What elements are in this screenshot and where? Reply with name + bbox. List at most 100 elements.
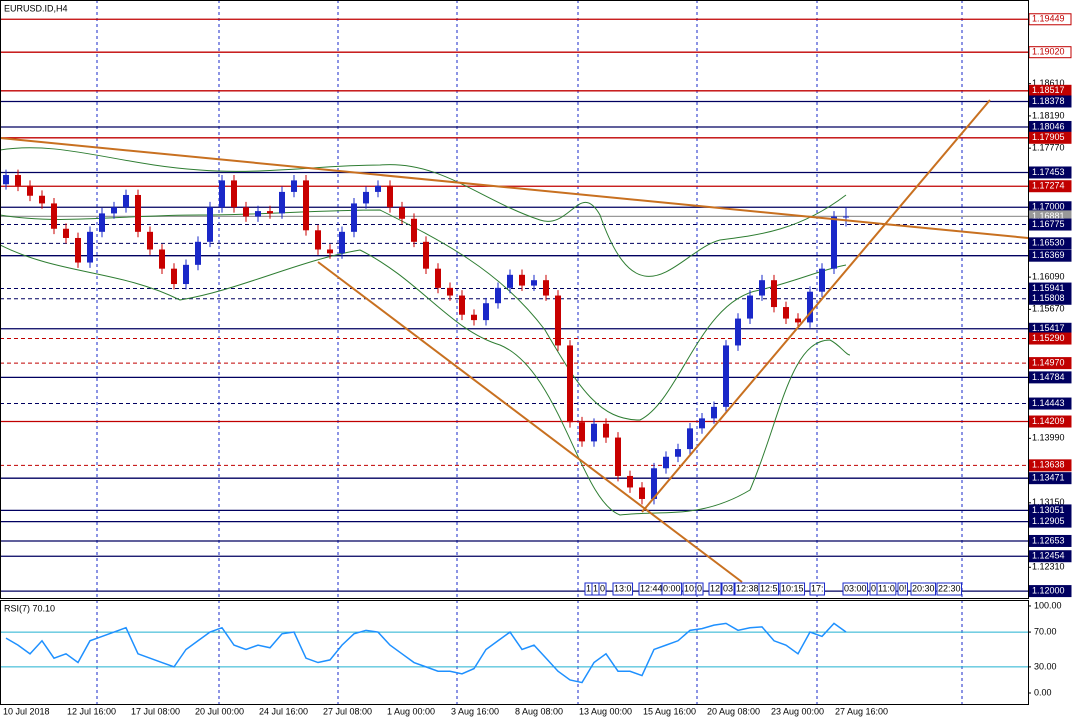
y-tick-label: 100.00	[1034, 600, 1062, 610]
candle-body	[399, 207, 405, 219]
candle-body	[567, 345, 573, 423]
candle-body	[675, 449, 681, 457]
y-tick-label: 1.15670	[1032, 304, 1065, 314]
y-tick-label: 1.17770	[1032, 143, 1065, 153]
level-label: 1.17453	[1032, 167, 1065, 177]
y-tick-label: 1.18190	[1032, 110, 1065, 120]
x-tick-label: 10 Jul 2018	[3, 706, 50, 716]
lower-band	[0, 244, 851, 516]
x-tick-label: 24 Jul 16:00	[259, 706, 308, 716]
candle-body	[447, 287, 453, 296]
price-panel-frame	[0, 0, 1029, 599]
candle-body	[747, 295, 753, 319]
candle-body	[471, 314, 477, 321]
candle-body	[459, 295, 465, 315]
time-box-label: 10:	[684, 583, 697, 593]
time-box	[612, 582, 634, 596]
candle-body	[519, 274, 525, 286]
candle-body	[171, 268, 177, 285]
x-tick-label: 1 Aug 00:00	[387, 706, 435, 716]
candle-body	[711, 406, 717, 419]
x-tick-label: 12 Jul 16:00	[67, 706, 116, 716]
candle-body	[543, 280, 549, 296]
candle-body	[579, 422, 585, 442]
candle-body	[699, 418, 705, 429]
labels: 1.18610 1.18190 1.17770 1.16090 1.15670 1.139…	[3, 13, 1072, 716]
grid	[0, 0, 1028, 705]
time-box-label: 0	[697, 583, 702, 593]
rsi-title: RSI(7) 70.10	[4, 603, 55, 613]
level-label: 1.12000	[1032, 585, 1065, 595]
candle-body	[339, 231, 345, 254]
time-box-label: 12	[710, 583, 720, 593]
candle-body	[723, 345, 729, 407]
y-tick-label: 30.00	[1034, 661, 1057, 671]
candle-body	[135, 194, 141, 232]
level-label: 1.14784	[1032, 372, 1065, 382]
upper-band	[0, 147, 847, 277]
candle-body	[99, 213, 105, 232]
candle-body	[843, 216, 849, 218]
candle-body	[255, 211, 261, 217]
candle-body	[15, 175, 21, 186]
level-label: 1.12454	[1032, 551, 1065, 561]
time-box-label: 1	[593, 583, 598, 593]
time-box	[897, 582, 909, 596]
time-box	[721, 582, 735, 596]
candle-body	[291, 180, 297, 192]
candle-body	[303, 180, 309, 231]
time-box	[842, 582, 869, 596]
time-box-label: 03:00	[844, 583, 867, 593]
candle-body	[663, 456, 669, 469]
level-label: 1.15290	[1032, 333, 1065, 343]
y-tick-label: 0.00	[1034, 687, 1052, 697]
candle-body	[243, 207, 249, 217]
candle-body	[267, 211, 273, 214]
time-box-label: 0!	[899, 583, 907, 593]
chart-title: EURUSD.ID,H4	[4, 3, 68, 13]
candle-body	[771, 280, 777, 308]
level-label: 1.15808	[1032, 293, 1065, 303]
level-label: 1.14209	[1032, 416, 1065, 426]
candle-body	[315, 230, 321, 250]
trend-lines	[0, 99, 1029, 583]
rsi-line	[5, 622, 847, 684]
time-box	[661, 582, 683, 596]
level-label: 1.15417	[1032, 323, 1065, 333]
level-label: 1.12905	[1032, 516, 1065, 526]
x-tick-label: 23 Aug 00:00	[771, 706, 824, 716]
time-box-label: 11:0	[878, 583, 895, 593]
y-tick-label: 1.13150	[1032, 497, 1065, 507]
level-label: 1.15941	[1032, 283, 1065, 293]
level-label: 1.16369	[1032, 250, 1065, 260]
candle-body	[27, 185, 33, 196]
candle-body	[39, 195, 45, 204]
candle-body	[327, 249, 333, 254]
candle-body	[207, 207, 213, 242]
candle-body	[687, 428, 693, 450]
candle-body	[375, 185, 381, 192]
candle-body	[411, 218, 417, 242]
candle-body	[555, 295, 561, 346]
level-label: 1.17905	[1032, 132, 1065, 142]
time-box-label: 1	[586, 583, 591, 593]
candle-body	[783, 307, 789, 319]
candle-body	[483, 303, 489, 321]
time-box-label: 0:00	[663, 583, 681, 593]
level-label: 1.18378	[1032, 96, 1065, 106]
x-tick-label: 20 Jul 00:00	[195, 706, 244, 716]
level-label: 1.18517	[1032, 85, 1065, 95]
middle-band	[0, 209, 847, 421]
candle-body	[735, 318, 741, 346]
time-box	[758, 582, 780, 596]
time-box-label: 10:15	[781, 583, 804, 593]
time-box-label: 17:	[811, 583, 824, 593]
level-label: 1.13471	[1032, 473, 1065, 483]
time-box-label: 13:0	[614, 583, 632, 593]
candle-body	[807, 291, 813, 323]
trend-line	[317, 261, 743, 583]
time-box	[910, 582, 937, 596]
candle-body	[111, 207, 117, 214]
y-tick-label: 1.13990	[1032, 433, 1065, 443]
